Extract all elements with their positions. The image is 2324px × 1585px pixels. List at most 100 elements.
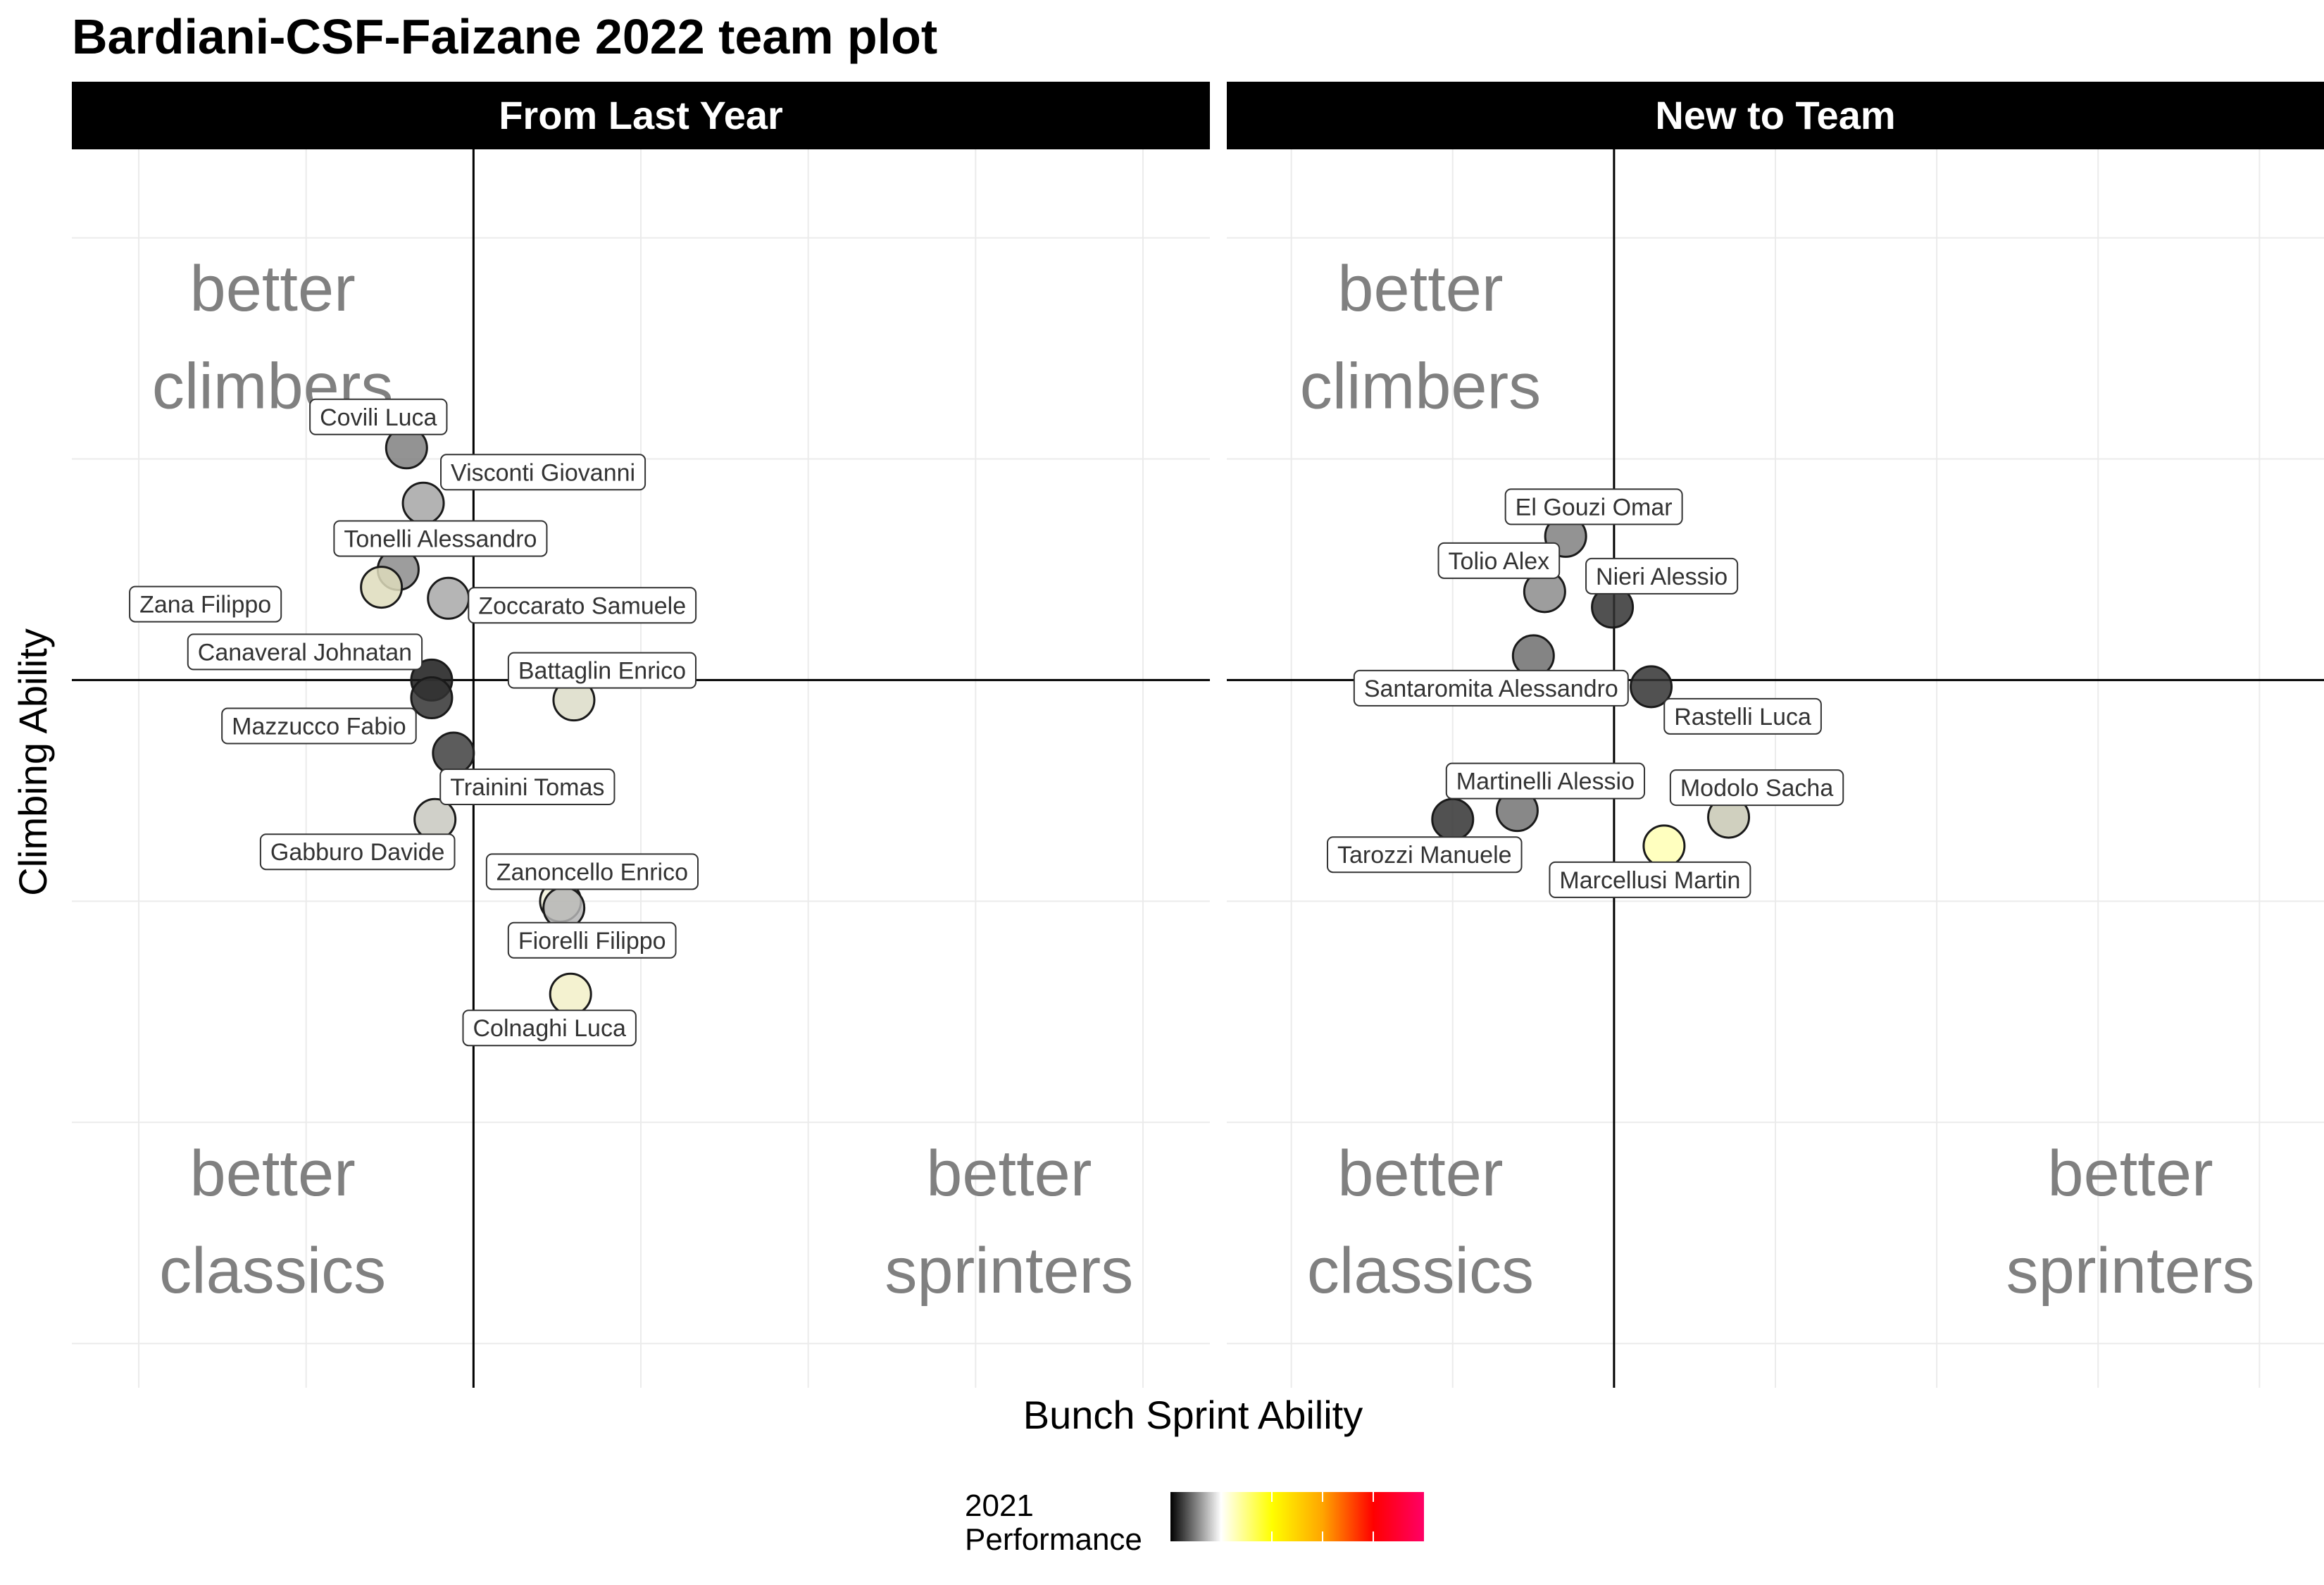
point-label: Rastelli Luca — [1663, 697, 1822, 735]
point-label-text: Tarozzi Manuele — [1337, 842, 1512, 869]
point-label: Zanoncello Enrico — [485, 853, 699, 890]
point-label: Tonelli Alessandro — [333, 520, 548, 557]
strip-title: From Last Year — [499, 93, 783, 137]
point-label: Colnaghi Luca — [462, 1009, 637, 1047]
legend: 2021 Performance — [965, 1488, 1424, 1557]
quadrant-label-top-left-line2: climbers — [1300, 350, 1541, 422]
point-label-box — [1663, 697, 1822, 735]
legend-colorbar — [1170, 1492, 1424, 1541]
strip-header — [1227, 82, 2324, 149]
data-point — [1630, 665, 1673, 709]
point-label-text: Visconti Giovanni — [451, 459, 635, 486]
point-label-text: Mazzucco Fabio — [232, 714, 406, 740]
point-label-box — [1549, 861, 1751, 898]
point-label-text: Tonelli Alessandro — [344, 526, 537, 552]
point-label-box — [462, 1009, 637, 1047]
point-label-box — [439, 769, 616, 806]
quadrant-label-top-left-line1: better — [190, 253, 356, 325]
point-label: Visconti Giovanni — [440, 454, 646, 491]
quadrant-label-top-left-line1: better — [1337, 253, 1503, 325]
point-label-text: Santaromita Alessandro — [1364, 676, 1618, 702]
point-label-text: Zana Filippo — [139, 592, 271, 619]
point-label-text: Fiorelli Filippo — [518, 928, 666, 955]
point-label-box — [333, 520, 548, 557]
quadrant-label-bottom-left-line1: better — [1337, 1138, 1503, 1210]
point-label: Covili Luca — [309, 398, 448, 435]
point-label-box — [1669, 769, 1844, 807]
data-point — [427, 576, 470, 620]
point-label: Gabburo Davide — [259, 833, 456, 871]
point-label: Nieri Alessio — [1585, 557, 1739, 595]
data-points — [360, 426, 596, 1016]
point-label-box — [129, 585, 282, 623]
point-label-box — [485, 853, 699, 890]
point-label: Canaveral Johnatan — [187, 633, 423, 671]
point-label: Modolo Sacha — [1669, 769, 1844, 807]
point-label-text: Modolo Sacha — [1680, 775, 1833, 802]
point-label: El Gouzi Omar — [1504, 488, 1683, 526]
point-label: Battaglin Enrico — [507, 652, 697, 689]
point-label-box — [259, 833, 456, 871]
point-label-text: Marcellusi Martin — [1559, 867, 1740, 894]
point-label-text: Martinelli Alessio — [1456, 769, 1635, 795]
point-label-text: Trainini Tomas — [450, 774, 604, 801]
quadrant-label-bottom-right-line2: sprinters — [885, 1235, 1133, 1307]
point-label-text: Tolio Alex — [1449, 548, 1550, 575]
point-label-text: Covili Luca — [320, 404, 437, 431]
legend-ticks — [1220, 1492, 1374, 1541]
point-label: Marcellusi Martin — [1549, 861, 1751, 898]
point-label-box — [468, 587, 697, 624]
point-label-box — [221, 707, 417, 745]
data-point — [410, 676, 454, 720]
point-label-text: Nieri Alessio — [1596, 564, 1728, 590]
panel-from-last-year: From Last Yearbetterclimbersbetterclassi… — [72, 82, 1210, 1388]
data-point — [432, 731, 475, 775]
point-label-box — [1326, 836, 1523, 874]
quadrant-label-bottom-right-line1: better — [926, 1138, 1092, 1210]
point-label: Fiorelli Filippo — [507, 921, 677, 959]
point-label-text: Canaveral Johnatan — [198, 639, 412, 666]
point-label-box — [440, 454, 646, 491]
point-label-box — [1353, 669, 1629, 707]
strip-header — [72, 82, 1210, 149]
point-label-box — [309, 398, 448, 435]
quadrant-label-bottom-right-line2: sprinters — [2006, 1235, 2255, 1307]
point-labels: El Gouzi Omar Nieri Alessio Tolio Alex Sant… — [1326, 488, 1844, 898]
data-point — [360, 566, 404, 609]
point-label: Tarozzi Manuele — [1326, 836, 1523, 874]
point-label-text: Zoccarato Samuele — [478, 592, 686, 619]
point-label-text: Gabburo Davide — [270, 839, 445, 866]
point-label-text: El Gouzi Omar — [1516, 494, 1673, 521]
quadrant-label-bottom-left-line2: classics — [159, 1235, 386, 1307]
point-label-box — [1437, 542, 1561, 579]
quadrant-label-bottom-left-line2: classics — [1307, 1235, 1534, 1307]
point-label-box — [1585, 557, 1739, 595]
point-label: Martinelli Alessio — [1445, 762, 1646, 800]
point-label: Zana Filippo — [129, 585, 282, 623]
quadrant-label-bottom-left-line1: better — [190, 1138, 356, 1210]
x-axis-label: Bunch Sprint Ability — [1023, 1393, 1363, 1437]
point-label-text: Colnaghi Luca — [473, 1015, 625, 1042]
data-point — [401, 481, 445, 525]
panel-new-to-team: New to Team better climbers better classics b… — [1227, 82, 2324, 1388]
quadrant-label-bottom-right-line1: better — [2047, 1138, 2213, 1210]
data-points — [1431, 514, 1751, 868]
point-label: Tolio Alex — [1437, 542, 1561, 579]
point-label-text: Rastelli Luca — [1674, 704, 1811, 731]
point-labels: Covili Luca Visconti Giovanni Tonelli Ales… — [129, 398, 699, 1047]
point-label-box — [1504, 488, 1683, 526]
point-label-box — [1445, 762, 1646, 800]
point-label-box — [507, 652, 697, 689]
point-label-text: Zanoncello Enrico — [496, 859, 688, 885]
data-point — [1642, 824, 1686, 868]
point-label: Zoccarato Samuele — [468, 587, 697, 624]
point-label: Santaromita Alessandro — [1353, 669, 1629, 707]
legend-title-line1: 2021 — [965, 1488, 1034, 1523]
point-label-box — [187, 633, 423, 671]
data-point — [549, 972, 592, 1016]
strip-title: New to Team — [1655, 93, 1895, 137]
point-label-text: Battaglin Enrico — [518, 658, 686, 685]
chart-title: Bardiani-CSF-Faizane 2022 team plot — [72, 9, 937, 64]
data-point — [1431, 797, 1475, 841]
